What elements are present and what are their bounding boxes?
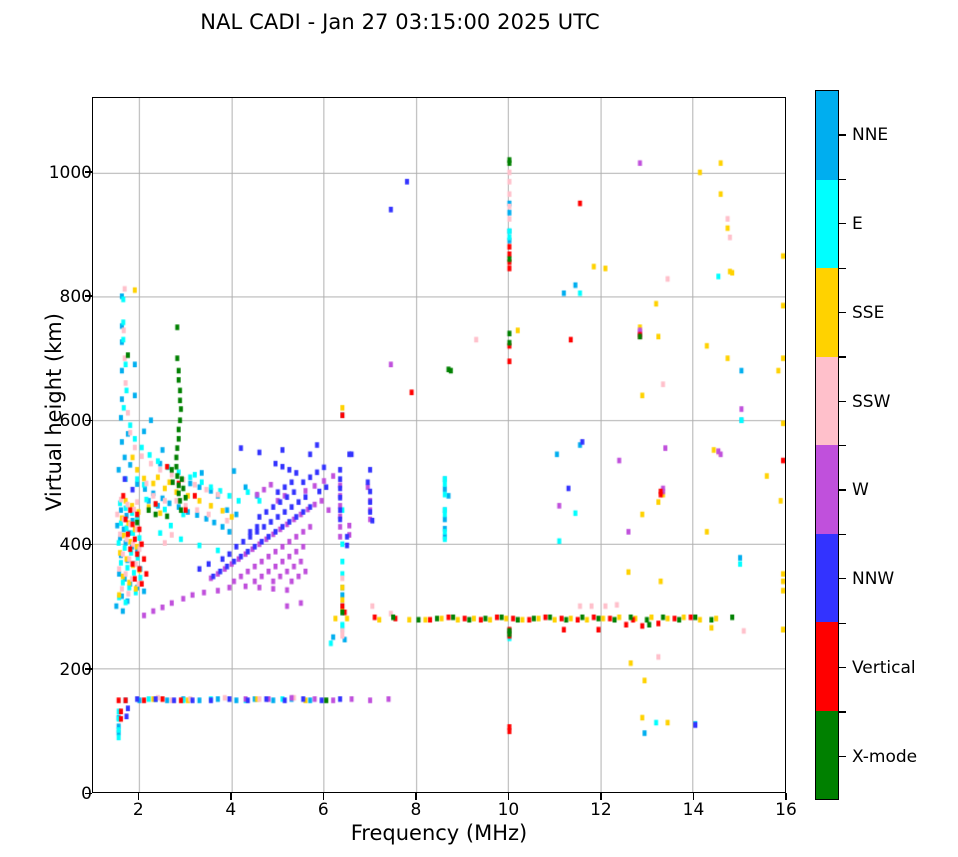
- colorbar-label-vertical: Vertical: [852, 657, 916, 678]
- y-tick-label: 1000: [48, 162, 92, 183]
- colorbar-tick-mark: [839, 489, 846, 491]
- x-tick-mark: [415, 793, 417, 800]
- x-tick-mark: [230, 793, 232, 800]
- y-tick-label: 0: [81, 784, 92, 804]
- colorbar-label-x-mode: X-mode: [852, 746, 918, 767]
- ionogram-scatter-canvas: [93, 98, 785, 792]
- colorbar-segment-ssw: [816, 356, 838, 445]
- x-tick-mark: [137, 793, 140, 800]
- colorbar-label-nnw: NNW: [852, 569, 895, 590]
- colorbar-ticks: NNE E SSE SSW W NNW Vertical X-mode: [839, 90, 958, 800]
- x-tick-mark: [692, 793, 695, 800]
- y-tick-mark: [85, 792, 92, 794]
- x-tick-mark: [600, 793, 602, 800]
- x-tick-mark: [322, 793, 325, 800]
- y-tick-label: 600: [59, 411, 92, 432]
- x-tick-label: 16: [775, 800, 797, 820]
- x-tick-mark: [507, 793, 510, 800]
- colorbar-segment-vertical: [816, 622, 838, 711]
- colorbar-tick-mark: [839, 311, 846, 314]
- y-tick-label: 200: [59, 659, 92, 680]
- colorbar-label-sse: SSE: [852, 302, 885, 323]
- x-tick-label: 6: [317, 800, 329, 820]
- colorbar-boundary-mark: [839, 356, 846, 358]
- colorbar-segment-e: [816, 179, 838, 268]
- page-title: NAL CADI - Jan 27 03:15:00 2025 UTC: [200, 10, 600, 34]
- colorbar-tick-mark: [839, 223, 846, 225]
- x-axis-label: Frequency (MHz): [350, 821, 528, 845]
- colorbar-label-ssw: SSW: [852, 391, 891, 412]
- y-tick-mark: [85, 543, 92, 546]
- colorbar-label-nne: NNE: [852, 125, 889, 146]
- x-tick-label: 10: [497, 800, 520, 820]
- y-tick-mark: [85, 668, 92, 670]
- colorbar-segment-w: [816, 445, 838, 534]
- colorbar-boundary-mark: [839, 533, 846, 536]
- y-axis-label: Virtual height (km): [42, 313, 66, 511]
- colorbar-tick-mark: [839, 400, 846, 402]
- x-tick-label: 14: [682, 800, 705, 820]
- y-tick-mark: [85, 295, 92, 297]
- colorbar-boundary-mark: [839, 445, 846, 447]
- colorbar-segment-nnw: [816, 533, 838, 622]
- x-tick-label: 4: [225, 800, 237, 820]
- colorbar-tick-mark: [839, 755, 846, 757]
- y-axis: 0 200 400 600 800 1000: [0, 0, 92, 857]
- colorbar-tick-mark: [839, 666, 846, 669]
- colorbar-boundary-mark: [839, 711, 846, 713]
- x-tick-label: 8: [410, 800, 422, 820]
- colorbar: [815, 90, 839, 800]
- colorbar-segment-sse: [816, 268, 838, 357]
- x-tick-label: 2: [132, 800, 144, 820]
- y-tick-mark: [85, 419, 92, 422]
- y-tick-label: 800: [59, 286, 92, 307]
- x-tick-label: 12: [590, 800, 612, 820]
- colorbar-boundary-mark: [839, 622, 846, 624]
- y-tick-mark: [85, 171, 92, 173]
- colorbar-label-w: W: [852, 480, 869, 501]
- colorbar-boundary-mark: [839, 267, 846, 269]
- colorbar-boundary-mark: [839, 178, 846, 181]
- colorbar-segment-nne: [816, 91, 838, 180]
- colorbar-tick-mark: [839, 578, 846, 580]
- colorbar-tick-mark: [839, 134, 846, 136]
- y-tick-label: 400: [59, 535, 92, 556]
- plot-area: [92, 97, 786, 793]
- colorbar-label-e: E: [852, 214, 863, 235]
- x-tick-mark: [785, 793, 787, 800]
- colorbar-segment-x-mode: [816, 710, 838, 799]
